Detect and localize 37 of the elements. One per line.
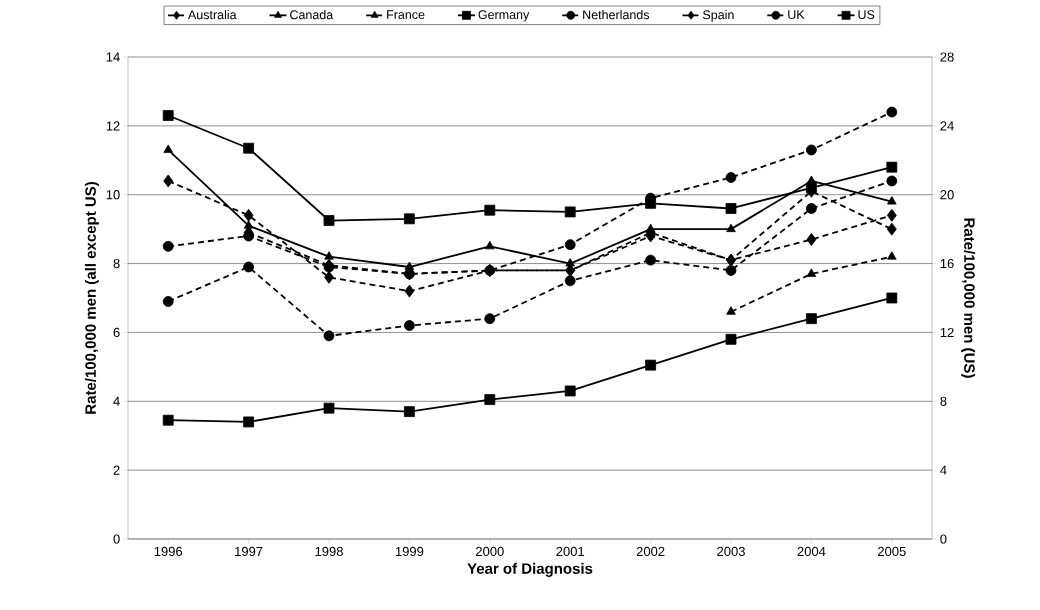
legend-label: Germany — [478, 10, 530, 22]
x-tick-label: 2000 — [476, 546, 504, 556]
y2-tick-label: 4 — [940, 465, 947, 475]
y-tick-label: 2 — [113, 465, 120, 475]
y-tick-label: 8 — [113, 258, 120, 269]
x-tick-label: 1997 — [235, 546, 263, 556]
y2-tick-label: 24 — [940, 121, 954, 131]
y-tick-label: 10 — [106, 190, 120, 200]
y2-tick-label: 16 — [940, 258, 954, 269]
y-tick-label: 12 — [106, 121, 120, 131]
legend-label: Canada — [290, 10, 334, 20]
x-tick-label: 2001 — [556, 546, 585, 556]
legend-label: UK — [788, 10, 805, 19]
y-axis-title: Rate/100,000 men (all except US) — [84, 182, 99, 414]
legend-label: France — [387, 10, 425, 19]
y2-tick-label: 20 — [940, 190, 954, 200]
y2-tick-label: 0 — [940, 534, 947, 544]
y-tick-label: 6 — [113, 327, 120, 338]
y-tick-label: 0 — [113, 534, 120, 544]
y2-tick-label: 12 — [940, 327, 954, 337]
y-tick-label: 14 — [106, 52, 120, 62]
y-tick-label: 4 — [113, 396, 120, 406]
legend-label: Netherlands — [583, 10, 650, 20]
x-tick-label: 2005 — [878, 546, 906, 556]
y2-tick-label: 8 — [940, 396, 947, 406]
x-axis-title: Year of Diagnosis — [467, 562, 593, 577]
x-tick-label: 1996 — [154, 546, 183, 556]
legend-label: Spain — [702, 10, 734, 22]
x-tick-label: 2004 — [797, 546, 826, 556]
x-tick-label: 2002 — [636, 546, 665, 556]
legend-label: US — [858, 10, 875, 20]
legend-label: Australia — [187, 10, 237, 20]
x-tick-label: 2003 — [717, 546, 745, 556]
x-tick-label: 1999 — [395, 546, 424, 556]
y2-tick-label: 28 — [940, 52, 954, 62]
y2-axis-title: Rate/100,000 men (US) — [961, 218, 976, 378]
x-tick-label: 1998 — [315, 546, 343, 556]
